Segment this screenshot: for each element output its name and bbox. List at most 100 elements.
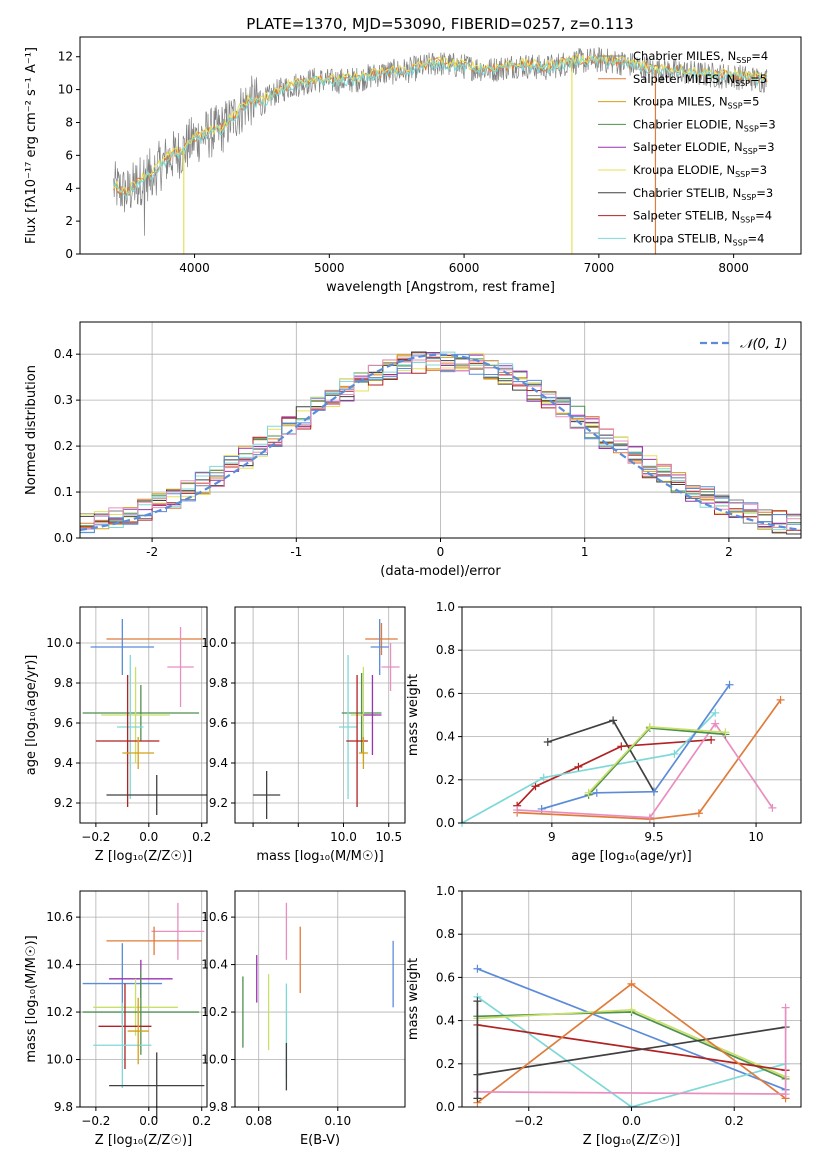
legend-name: Kroupa STELIB, N [633, 231, 733, 245]
mass-weight-marker [776, 695, 785, 704]
normal-curve [79, 353, 802, 531]
y-tick-label: 10.0 [201, 636, 228, 650]
mass_vs_ebv-data [242, 902, 394, 1091]
mass-weight-series [477, 1091, 786, 1095]
age_vs_mass-data [253, 619, 400, 819]
y-tick-label: 0 [65, 247, 73, 261]
legend-label: Kroupa STELIB, NSSP=4 [633, 231, 764, 247]
x-tick-label: 10.0 [330, 830, 357, 844]
mass-weight-marker [725, 680, 734, 689]
y-tick-label: 10.6 [201, 910, 228, 924]
error-bar-point [95, 675, 160, 807]
error-bar-point [82, 969, 200, 1055]
mass-weight-series [477, 1026, 786, 1076]
mass_vs_ebv-grid [235, 891, 405, 1108]
legend-sub: SSP [733, 238, 748, 247]
age_vs_mass-panel: 10.0 10.5 9.2 9.4 9.6 9.8 10.0 mass [log₁₀(M/M☉… [201, 606, 406, 864]
spectrum-frame [79, 36, 802, 255]
y-tick-label: 9.8 [209, 1100, 228, 1114]
y-tick-label: 0.4 [436, 730, 455, 744]
x-tick-label: 10 [748, 830, 763, 844]
legend-sub: SSP [741, 193, 756, 202]
spectrum-data-line [113, 46, 768, 236]
y-tick-label: 9.8 [209, 676, 228, 690]
y-tick-label: 0.2 [54, 439, 73, 453]
y-tick-label: 0.0 [54, 531, 73, 545]
mass-weight-series [477, 1024, 786, 1072]
figure-title: PLATE=1370, MJD=53090, FIBERID=0257, z=0… [246, 15, 633, 33]
x-tick-label: 8000 [718, 261, 749, 275]
x-axis-label: mass [log₁₀(M/M☉)] [256, 849, 383, 864]
legend-sub: SSP [743, 147, 758, 156]
y-tick-label: 10.6 [46, 910, 73, 924]
x-tick-label: 7000 [584, 261, 615, 275]
legend-label: Salpeter STELIB, NSSP=4 [633, 209, 772, 225]
x-tick-label: 9.5 [644, 830, 663, 844]
y-tick-label: 10.4 [46, 958, 73, 972]
error-bar-point [109, 1052, 205, 1119]
legend-sub: SSP [736, 56, 751, 65]
y-tick-label: 10.4 [201, 958, 228, 972]
mass_vs_ebv-frame [234, 890, 406, 1108]
residuals-frame [79, 321, 802, 539]
error-bar-point [101, 667, 170, 763]
x-tick-label: 0.0 [622, 1114, 641, 1128]
legend-label: Chabrier ELODIE, NSSP=3 [633, 117, 776, 133]
massweight_vs_Z-axes: −0.2 0.0 0.2 0.0 0.2 0.4 0.6 0.8 1.0 Z [log₁₀(Z/Z… [406, 884, 802, 1148]
x-axis-label: Z [log₁₀(Z/Z☉)] [95, 849, 192, 864]
error-bar-point [122, 737, 155, 769]
mass-weight-marker [584, 788, 593, 797]
age_vs_Z-axes: −0.2 0.0 0.2 9.2 9.4 9.6 9.8 10.0 Z [log₁₀(Z/Z☉)… [24, 606, 211, 864]
x-tick-label: −0.2 [81, 830, 110, 844]
massweight_vs_Z-frame [461, 890, 802, 1108]
y-axis-label: mass [log₁₀(M/M☉)] [24, 935, 39, 1062]
error-bar-point [98, 983, 152, 1070]
x-axis-label: Z [log₁₀(Z/Z☉)] [583, 1133, 680, 1148]
mass-weight-marker [473, 997, 482, 1006]
y-tick-label: 6 [65, 148, 73, 162]
y-tick-label: 0.8 [436, 643, 455, 657]
legend-tail: =5 [750, 72, 767, 86]
legend-tail: =3 [750, 163, 767, 177]
mass-weight-marker [707, 735, 716, 744]
age_vs_mass-grid [235, 607, 405, 823]
massweight_vs_age-data [458, 680, 785, 827]
massweight_vs_age-grid [462, 606, 801, 824]
y-tick-label: 1.0 [436, 884, 455, 898]
legend-tail: =4 [751, 49, 768, 63]
x-tick-label: 0.08 [245, 1114, 272, 1128]
massweight_vs_Z-panel: −0.2 0.0 0.2 0.0 0.2 0.4 0.6 0.8 1.0 Z [log₁₀(Z/Z… [406, 884, 802, 1148]
legend-name: Chabrier ELODIE, N [633, 117, 744, 131]
spectrum-axes: 4000 5000 6000 7000 8000 0 2 4 6 8 10 12 wavelength … [24, 36, 802, 295]
y-tick-label: 10.0 [46, 636, 73, 650]
mass-weight-marker [609, 716, 618, 725]
mass_vs_ebv-panel: 0.08 0.10 9.8 10.0 10.2 10.4 10.6 E(B-V) [201, 890, 406, 1148]
y-tick-label: 0.6 [436, 686, 455, 700]
x-tick-label: 2 [725, 545, 733, 559]
legend-label: 𝒩(0, 1) [740, 337, 787, 352]
y-tick-label: 10.0 [46, 1053, 73, 1067]
y-tick-label: 1.0 [436, 600, 455, 614]
x-tick-label: −0.2 [514, 1114, 543, 1128]
error-bar-point [93, 978, 178, 1036]
y-tick-label: 9.4 [54, 756, 73, 770]
age_vs_mass-axes: 10.0 10.5 9.2 9.4 9.6 9.8 10.0 mass [log₁₀(M/M☉… [201, 606, 406, 864]
x-axis-label: age [log₁₀(age/yr)] [571, 849, 692, 864]
x-axis-label: E(B-V) [300, 1133, 340, 1148]
error-bar-point [358, 737, 368, 769]
mass-weight-marker [670, 749, 679, 758]
mass-weight-marker [473, 1094, 482, 1103]
legend-name: Chabrier STELIB, N [633, 186, 741, 200]
error-bar-point [346, 675, 368, 807]
spectrum-data [113, 46, 768, 254]
y-tick-label: 0.0 [436, 1100, 455, 1114]
x-tick-label: 1 [581, 545, 589, 559]
y-tick-label: 0.0 [436, 816, 455, 830]
legend-label: Chabrier STELIB, NSSP=3 [633, 186, 773, 202]
legend-name: Kroupa ELODIE, N [633, 163, 735, 177]
y-tick-label: 12 [58, 50, 73, 64]
error-bar-point [93, 1002, 152, 1089]
mass-weight-marker [617, 742, 626, 751]
x-tick-label: 0 [437, 545, 445, 559]
